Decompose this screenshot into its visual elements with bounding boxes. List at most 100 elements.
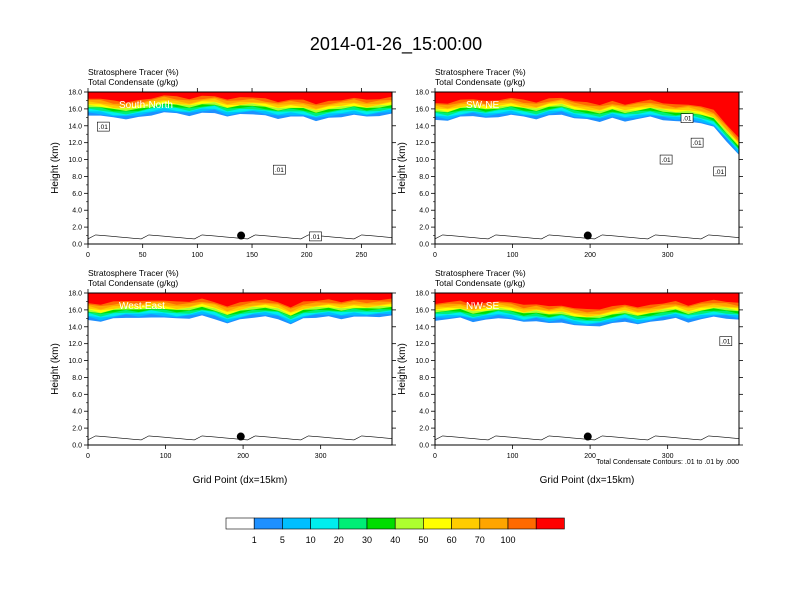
panel-header-tracer: Stratosphere Tracer (%) bbox=[88, 67, 179, 77]
colorbar-label: 20 bbox=[334, 535, 344, 545]
tracer-shading bbox=[435, 92, 739, 155]
x-tick-label: 100 bbox=[160, 453, 172, 460]
panel-header-tracer: Stratosphere Tracer (%) bbox=[88, 268, 179, 278]
x-tick-label: 200 bbox=[301, 252, 313, 259]
x-tick-label: 100 bbox=[192, 252, 204, 259]
contour-label-box bbox=[659, 154, 673, 165]
location-dot bbox=[583, 231, 592, 240]
footnote: Total Condensate Contours: .01 to .01 by… bbox=[596, 459, 739, 466]
colorbar-label: 60 bbox=[447, 535, 457, 545]
y-tick-label: 8.0 bbox=[72, 375, 82, 382]
y-tick-label: 8.0 bbox=[419, 174, 429, 181]
y-tick-label: 2.0 bbox=[72, 225, 82, 232]
y-tick-label: 8.0 bbox=[72, 174, 82, 181]
y-tick-label: 16.0 bbox=[415, 106, 429, 113]
y-tick-label: 4.0 bbox=[72, 208, 82, 215]
x-tick-label: 200 bbox=[237, 453, 249, 460]
y-tick-label: 18.0 bbox=[415, 291, 429, 298]
panels: Stratosphere Tracer (%)Total Condensate … bbox=[50, 67, 743, 486]
panel-label: NW-SE bbox=[466, 301, 499, 312]
colorbar-label: 100 bbox=[500, 535, 515, 545]
x-tick-label: 200 bbox=[584, 453, 596, 460]
colorbar-label: 5 bbox=[280, 535, 285, 545]
colorbar-swatch bbox=[253, 517, 283, 530]
y-tick-label: 8.0 bbox=[419, 375, 429, 382]
panel-label: SW-NE bbox=[466, 100, 499, 111]
panel-header-condensate: Total Condensate (g/kg) bbox=[435, 278, 525, 288]
colorbar-swatch bbox=[535, 517, 565, 530]
x-tick-label: 300 bbox=[315, 453, 327, 460]
x-tick-label: 100 bbox=[507, 252, 519, 259]
contour-label-box bbox=[719, 336, 733, 346]
y-tick-label: 4.0 bbox=[419, 409, 429, 416]
colorbar-label: 70 bbox=[475, 535, 485, 545]
tracer-band-9 bbox=[435, 92, 739, 142]
y-axis-label: Height (km) bbox=[50, 142, 61, 194]
contour-label-box bbox=[273, 164, 286, 175]
y-tick-label: 14.0 bbox=[415, 324, 429, 331]
x-axis-label: Grid Point (dx=15km) bbox=[540, 475, 635, 486]
y-tick-label: 16.0 bbox=[68, 106, 82, 113]
colorbar-swatch bbox=[366, 517, 396, 530]
panel-west-east: Stratosphere Tracer (%)Total Condensate … bbox=[50, 268, 396, 486]
panel-header-condensate: Total Condensate (g/kg) bbox=[88, 278, 178, 288]
x-tick-label: 150 bbox=[246, 252, 258, 259]
x-tick-label: 250 bbox=[356, 252, 368, 259]
colorbar-label: 1 bbox=[252, 535, 257, 545]
y-tick-label: 12.0 bbox=[415, 341, 429, 348]
y-tick-label: 0.0 bbox=[72, 242, 82, 249]
colorbar-swatch bbox=[451, 517, 481, 530]
colorbar-label: 10 bbox=[306, 535, 316, 545]
y-tick-label: 10.0 bbox=[68, 157, 82, 164]
y-tick-label: 2.0 bbox=[72, 426, 82, 433]
x-tick-label: 100 bbox=[507, 453, 519, 460]
y-tick-label: 6.0 bbox=[419, 392, 429, 399]
tracer-band-10 bbox=[88, 92, 392, 105]
panel-south-north: Stratosphere Tracer (%)Total Condensate … bbox=[50, 67, 396, 259]
panel-nw-se: Stratosphere Tracer (%)Total Condensate … bbox=[397, 268, 743, 486]
contour-label-1: .01 bbox=[683, 116, 692, 123]
x-axis-label: Grid Point (dx=15km) bbox=[193, 475, 288, 486]
y-axis-label: Height (km) bbox=[397, 142, 408, 194]
y-tick-label: 14.0 bbox=[68, 324, 82, 331]
y-tick-label: 12.0 bbox=[415, 140, 429, 147]
y-tick-label: 2.0 bbox=[419, 225, 429, 232]
colorbar: 1 5 10 20 30 40 50 60 70 100 bbox=[225, 517, 565, 545]
contour-label-3: .01 bbox=[715, 169, 724, 176]
colorbar-label: 50 bbox=[418, 535, 428, 545]
tracer-band-10 bbox=[88, 293, 392, 308]
figure-title: 2014-01-26_15:00:00 bbox=[310, 34, 482, 55]
y-tick-label: 14.0 bbox=[68, 123, 82, 130]
colorbar-swatch bbox=[338, 517, 368, 530]
location-dot bbox=[236, 432, 245, 441]
contour-label-box bbox=[97, 121, 110, 132]
colorbar-label: 40 bbox=[390, 535, 400, 545]
tracer-shading bbox=[88, 293, 392, 325]
contour-label-box bbox=[690, 137, 704, 148]
y-tick-label: 6.0 bbox=[72, 392, 82, 399]
panel-header-condensate: Total Condensate (g/kg) bbox=[88, 77, 178, 87]
contour-label-box bbox=[713, 166, 726, 177]
panel-header-tracer: Stratosphere Tracer (%) bbox=[435, 67, 526, 77]
y-tick-label: 16.0 bbox=[415, 307, 429, 314]
x-tick-label: 0 bbox=[86, 453, 90, 460]
contour-label-box bbox=[309, 231, 322, 242]
colorbar-swatch bbox=[225, 517, 255, 530]
y-tick-label: 0.0 bbox=[72, 443, 82, 450]
colorbar-swatch bbox=[394, 517, 424, 530]
panel-sw-ne: Stratosphere Tracer (%)Total Condensate … bbox=[397, 67, 743, 259]
colorbar-swatch bbox=[282, 517, 311, 530]
y-tick-label: 6.0 bbox=[72, 191, 82, 198]
y-tick-label: 12.0 bbox=[68, 140, 82, 147]
location-dot bbox=[237, 231, 246, 240]
panel-label: South-North bbox=[119, 100, 173, 111]
y-tick-label: 4.0 bbox=[419, 208, 429, 215]
tracer-band-10 bbox=[435, 293, 739, 310]
contour-label-0: .01 bbox=[662, 157, 671, 164]
tracer-shading bbox=[88, 92, 392, 122]
y-axis-label: Height (km) bbox=[397, 343, 408, 395]
x-tick-label: 0 bbox=[433, 252, 437, 259]
y-tick-label: 18.0 bbox=[68, 90, 82, 97]
plot-area bbox=[88, 92, 392, 244]
